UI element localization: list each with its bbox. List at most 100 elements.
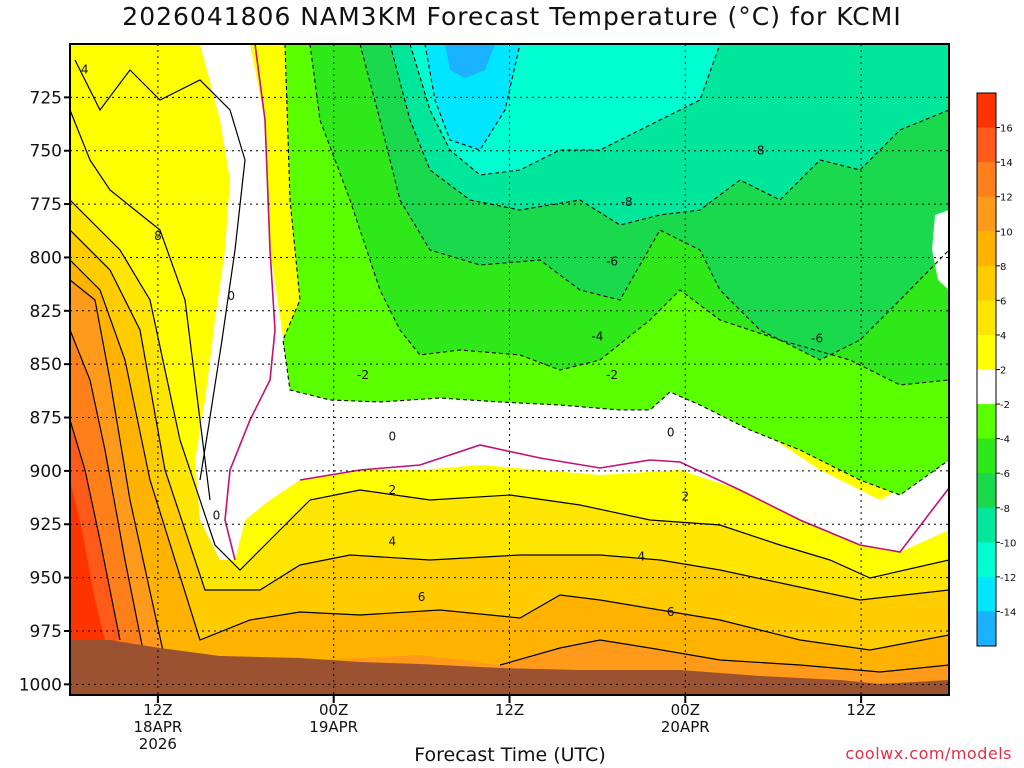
x-tick-label: 00Z — [319, 701, 348, 719]
fill-14-16 — [70, 480, 105, 645]
colorbar-label: 2 — [1000, 366, 1006, 377]
colorbar-swatch — [977, 162, 996, 198]
contour-minus8 — [389, 44, 949, 226]
x-tick-label: 19APR — [309, 718, 358, 736]
x-tick-label: 12Z — [143, 701, 172, 719]
colorbar-swatch — [977, 611, 996, 647]
contour-label: 0 — [667, 425, 675, 439]
contour-12 — [70, 419, 121, 641]
x-tick-label: 18APR — [133, 718, 182, 736]
colorbar-label: -4 — [1000, 435, 1010, 446]
contour-6 — [70, 259, 949, 651]
colorbar-swatch — [977, 127, 996, 163]
contour-label: 6 — [418, 590, 426, 604]
colorbar-swatch — [977, 231, 996, 267]
contour-label: 0 — [213, 509, 221, 523]
contour-minus10 — [409, 44, 721, 176]
contour-label: 2 — [388, 483, 396, 497]
y-tick-label: 875 — [30, 409, 62, 429]
y-tick-label: 775 — [30, 195, 62, 215]
x-axis-title: Forecast Time (UTC) — [414, 744, 606, 766]
colorbar-swatch — [977, 265, 996, 301]
colorbar-swatch — [977, 507, 996, 543]
colorbar-swatch — [977, 576, 996, 612]
contour-left-1 — [74, 59, 246, 481]
contour-minus4 — [309, 44, 949, 386]
contour-labels: 4 8 0 0 -2 0 2 4 6 -8 -6 -4 -2 0 2 4 6 -8 -6 — [81, 63, 823, 619]
colorbar-swatch — [977, 196, 996, 232]
contour-label: 2 — [681, 489, 689, 503]
contour-10 — [70, 329, 146, 661]
contour-0-left — [224, 44, 276, 561]
fill-white-patch-right — [932, 210, 949, 290]
site-credit[interactable]: coolwx.com/models — [845, 744, 1012, 763]
colorbar-label: 12 — [1000, 193, 1013, 204]
y-tick-label: 850 — [30, 355, 62, 375]
contour-label: -6 — [606, 255, 618, 269]
colorbar-label: -6 — [1000, 469, 1010, 480]
contour-2 — [70, 199, 949, 579]
contour-label: 4 — [638, 549, 646, 563]
colorbar-swatch — [977, 438, 996, 474]
contour-label: 4 — [388, 534, 396, 548]
colorbar: 16 14 12 10 8 6 4 2 -2 -4 -6 -8 -10 -12 -14 — [976, 92, 1016, 647]
colorbar-label: 4 — [1000, 331, 1006, 342]
contour-label: 8 — [154, 229, 162, 243]
colorbar-label: -14 — [1000, 607, 1016, 618]
colorbar-swatch — [977, 542, 996, 578]
colorbar-swatch — [977, 300, 996, 336]
colorbar-label: 6 — [1000, 296, 1006, 307]
y-tick-label: 800 — [30, 248, 62, 268]
x-tick-label: 2026 — [139, 735, 177, 753]
contour-label: -2 — [606, 368, 618, 382]
colorbar-swatch — [977, 93, 996, 129]
contour-label: 0 — [227, 289, 235, 303]
contour-label: -4 — [591, 329, 603, 343]
colorbar-swatch — [977, 369, 996, 405]
contour-8 — [70, 279, 166, 661]
contour-0-main — [299, 444, 949, 553]
contour-label: 6 — [667, 605, 675, 619]
fill-minus14 — [445, 44, 495, 78]
colorbar-label: -2 — [1000, 400, 1010, 411]
colorbar-label: 8 — [1000, 262, 1006, 273]
x-tick-label: 20APR — [661, 718, 710, 736]
contour-minus6 — [359, 44, 949, 361]
colorbar-label: 14 — [1000, 158, 1013, 169]
grid-lines — [70, 44, 949, 695]
contour-label: -8 — [621, 195, 633, 209]
contour-minus12 — [424, 44, 521, 151]
contour-label: 0 — [388, 430, 396, 444]
colorbar-swatch — [977, 404, 996, 440]
colorbar-label: -8 — [1000, 504, 1010, 515]
colorbar-swatch — [977, 473, 996, 509]
y-tick-label: 900 — [30, 462, 62, 482]
contour-label: -6 — [811, 332, 823, 346]
x-tick-label: 00Z — [671, 701, 700, 719]
y-tick-label: 750 — [30, 142, 62, 162]
colorbar-swatch — [977, 334, 996, 370]
y-axis: 725 750 775 800 825 850 875 900 925 950 975 1000 — [19, 88, 70, 695]
y-tick-label: 1000 — [19, 675, 62, 695]
fill-4-6 — [70, 230, 949, 695]
terrain-ground — [70, 640, 949, 695]
y-tick-label: 975 — [30, 622, 62, 642]
colorbar-label: 10 — [1000, 227, 1013, 238]
contour-left-2 — [70, 109, 211, 501]
contour-label: -8 — [753, 144, 765, 158]
y-tick-label: 825 — [30, 302, 62, 322]
contour-8-right — [499, 639, 949, 673]
contour-label: 4 — [81, 63, 89, 77]
chart-title: 2026041806 NAM3KM Forecast Temperature (… — [122, 2, 902, 31]
x-tick-label: 12Z — [495, 701, 524, 719]
y-tick-label: 725 — [30, 88, 62, 108]
y-tick-label: 950 — [30, 569, 62, 589]
colorbar-label: -12 — [1000, 573, 1016, 584]
colorbar-label: -10 — [1000, 538, 1016, 549]
colorbar-label: 16 — [1000, 124, 1013, 135]
x-tick-label: 12Z — [846, 701, 875, 719]
y-tick-label: 925 — [30, 515, 62, 535]
contour-label: -2 — [357, 368, 369, 382]
